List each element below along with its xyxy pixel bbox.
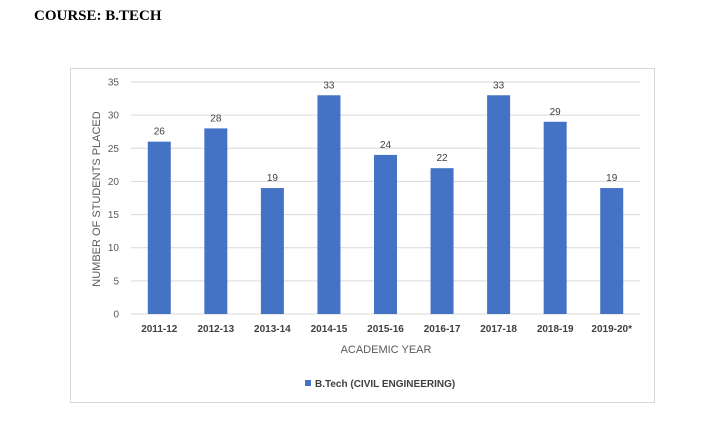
y-tick-label: 25 bbox=[108, 144, 120, 155]
x-axis-title: ACADEMIC YEAR bbox=[341, 344, 432, 356]
data-label: 24 bbox=[380, 140, 392, 151]
bar-2018-19 bbox=[543, 121, 567, 315]
x-tick-label: 2018-19 bbox=[537, 324, 574, 335]
data-label: 28 bbox=[210, 113, 222, 124]
data-label: 33 bbox=[493, 80, 505, 91]
bar-2015-16 bbox=[374, 154, 397, 314]
y-tick-label: 10 bbox=[108, 243, 120, 254]
legend-label: B.Tech (CIVIL ENGINEERING) bbox=[315, 379, 455, 390]
x-tick-label: 2012-13 bbox=[197, 324, 234, 335]
y-tick-label: 15 bbox=[108, 210, 120, 221]
page-heading: COURSE: B.TECH bbox=[34, 8, 162, 24]
bar-2019-20* bbox=[600, 188, 624, 314]
bar-2012-13 bbox=[204, 128, 228, 314]
y-tick-label: 0 bbox=[113, 310, 119, 321]
y-tick-label: 35 bbox=[108, 78, 120, 89]
bars bbox=[147, 95, 624, 315]
y-axis-title: NUMBER OF STUDENTS PLACED bbox=[91, 111, 103, 286]
x-tick-label: 2017-18 bbox=[480, 324, 517, 335]
data-label: 26 bbox=[154, 127, 166, 138]
bar-2014-15 bbox=[317, 95, 341, 314]
x-tick-label: 2014-15 bbox=[311, 324, 348, 335]
x-tick-label: 2011-12 bbox=[141, 324, 178, 335]
bar-2013-14 bbox=[260, 188, 284, 314]
bar-2017-18 bbox=[487, 95, 511, 314]
y-tick-label: 20 bbox=[108, 177, 120, 188]
data-label: 22 bbox=[436, 153, 448, 164]
data-labels: 26 28 19 33 24 22 33 29 19 bbox=[154, 80, 618, 184]
x-tick-label: 2013-14 bbox=[254, 324, 291, 335]
y-tick-label: 30 bbox=[108, 111, 120, 122]
y-axis-ticks: 0 5 10 15 20 25 30 35 bbox=[108, 78, 120, 321]
x-tick-label: 2019-20* bbox=[591, 324, 632, 335]
x-tick-label: 2016-17 bbox=[424, 324, 461, 335]
data-label: 19 bbox=[267, 173, 279, 184]
x-tick-label: 2015-16 bbox=[367, 324, 404, 335]
x-axis-ticks: 2011-12 2012-13 2013-14 2014-15 2015-16 2016-… bbox=[141, 324, 632, 335]
legend-swatch bbox=[305, 380, 311, 386]
data-label: 33 bbox=[323, 80, 335, 91]
y-tick-label: 5 bbox=[113, 276, 119, 287]
bar-2011-12 bbox=[147, 141, 171, 314]
bar-2016-17 bbox=[430, 168, 454, 314]
data-label: 19 bbox=[606, 173, 618, 184]
data-label: 29 bbox=[550, 107, 562, 118]
